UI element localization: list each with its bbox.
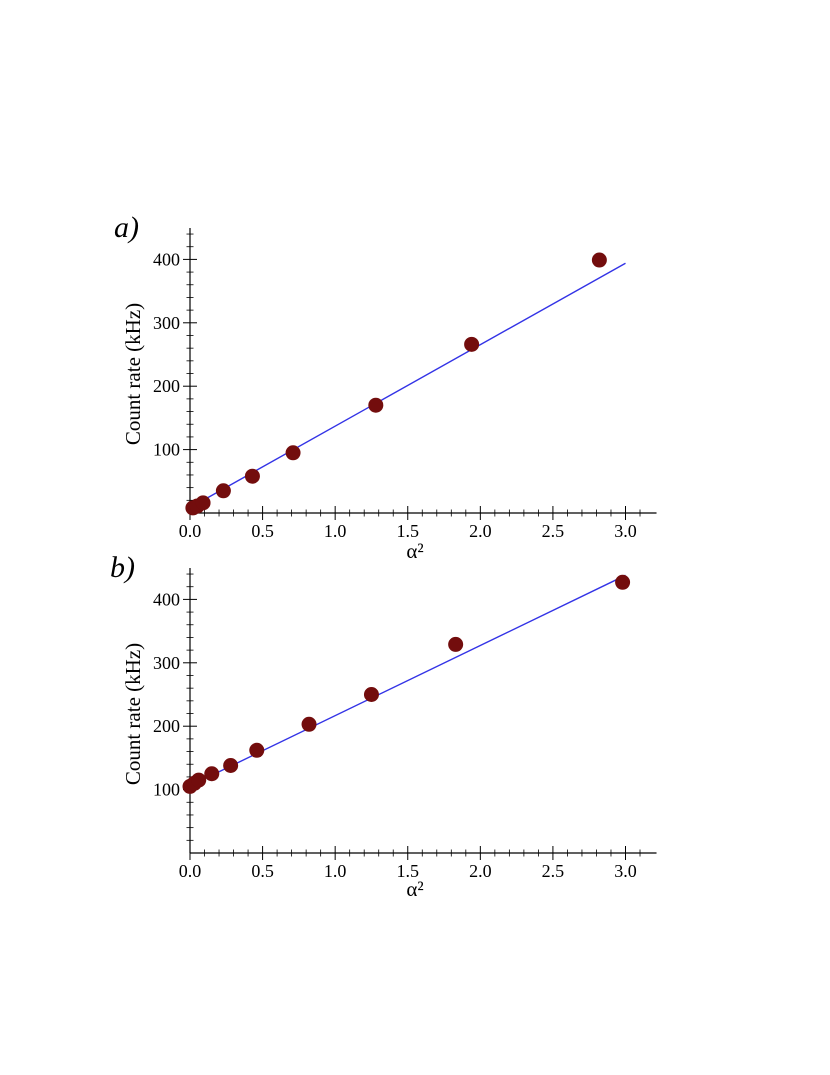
panel-b-data-point	[249, 742, 265, 758]
panel-a-fit	[192, 262, 626, 507]
panel-a-data-point	[285, 445, 301, 461]
panel-b-data-point	[363, 687, 379, 702]
panel-b-data-point	[301, 716, 317, 732]
panel-b-x-tick-label: 0.5	[251, 861, 274, 881]
panel-a-y-tick-label: 100	[153, 440, 180, 460]
panel-b-x-tick-label: 1.0	[324, 861, 347, 881]
panel-a-label: a)	[114, 211, 139, 244]
panel-b-label: b)	[110, 551, 135, 584]
panel-a-x-axis-title: α²	[406, 539, 423, 563]
panel-b-data-point	[191, 772, 207, 788]
panel-a-data-point	[244, 468, 260, 484]
panel-b-data-point	[223, 758, 239, 774]
panel-a: a) α² Count rate (kHz) 0.0 0.5 1.0 1.5 2.0 2.…	[114, 211, 657, 563]
panel-a-x-tick-label: 0.0	[179, 521, 202, 541]
panel-a-data-point	[368, 397, 384, 413]
panel-a-x-tick-label: 1.5	[397, 521, 420, 541]
panel-b-axes: 0.0 0.5 1.0 1.5 2.0 2.5 3.0 100 200 300 400	[153, 568, 657, 881]
panel-b-y-tick-label: 100	[153, 780, 180, 800]
panel-a-x-tick-label: 2.5	[542, 521, 565, 541]
panel-a-y-tick-label: 300	[153, 313, 180, 333]
panel-a-points	[185, 252, 607, 516]
panel-a-data-point	[591, 252, 607, 268]
panel-a-fit-line	[192, 262, 626, 507]
panel-a-x-tick-label: 0.5	[251, 521, 274, 541]
panel-b-points	[182, 574, 631, 794]
panel-b-y-axis-title: Count rate (kHz)	[121, 643, 145, 785]
panel-b-x-tick-label: 2.0	[469, 861, 492, 881]
panel-b-x-tick-label: 2.5	[542, 861, 565, 881]
panel-a-data-point	[195, 495, 211, 511]
panel-a-y-tick-label: 200	[153, 376, 180, 396]
panel-b-x-tick-label: 1.5	[397, 861, 420, 881]
panel-a-y-axis-title: Count rate (kHz)	[121, 303, 145, 445]
panel-a-data-point	[464, 336, 480, 352]
panel-b-x-axis-title: α²	[406, 877, 423, 901]
panel-b-y-tick-label: 200	[153, 716, 180, 736]
panel-a-x-tick-label: 2.0	[469, 521, 492, 541]
panel-b-data-point	[615, 574, 631, 590]
panel-a-x-tick-label: 1.0	[324, 521, 347, 541]
panel-a-data-point	[215, 483, 231, 499]
panel-b-x-tick-label: 0.0	[179, 861, 202, 881]
panel-b-data-point	[204, 766, 220, 782]
panel-b-y-tick-label: 300	[153, 653, 180, 673]
panel-b-y-tick-label: 400	[153, 589, 180, 609]
panel-b-x-tick-label: 3.0	[614, 861, 637, 881]
panel-b: b) α² Count rate (kHz) 0.0 0.5 1.0 1.5 2.0 2.…	[110, 551, 657, 901]
panel-a-y-tick-label: 400	[153, 249, 180, 269]
panel-b-data-point	[448, 636, 464, 652]
panel-a-x-tick-label: 3.0	[614, 521, 637, 541]
panel-a-axes: 0.0 0.5 1.0 1.5 2.0 2.5 3.0 100 200 300 400	[153, 228, 657, 541]
